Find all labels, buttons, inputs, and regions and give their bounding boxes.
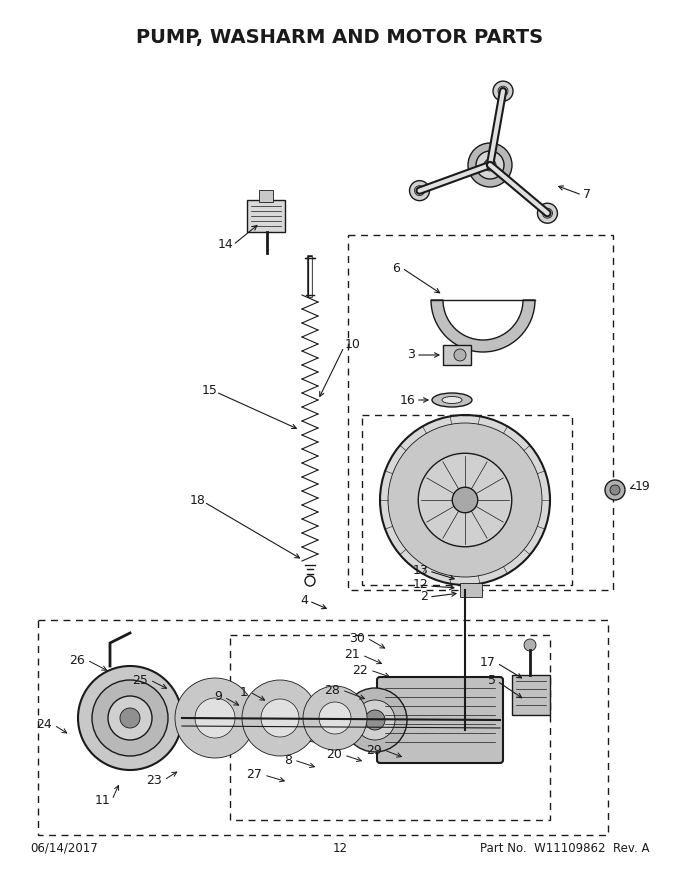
Text: 12: 12 — [412, 578, 428, 591]
Bar — [230, 635, 550, 820]
Text: 23: 23 — [146, 774, 162, 787]
Text: 29: 29 — [367, 744, 382, 757]
Text: 10: 10 — [345, 339, 361, 351]
Bar — [348, 235, 613, 590]
Wedge shape — [431, 300, 535, 352]
Circle shape — [195, 698, 235, 738]
Circle shape — [610, 485, 620, 495]
Circle shape — [388, 423, 542, 577]
Text: 5: 5 — [488, 673, 496, 686]
Text: 18: 18 — [190, 494, 206, 507]
Text: 26: 26 — [69, 654, 85, 666]
Circle shape — [261, 699, 299, 737]
Text: 11: 11 — [95, 794, 110, 806]
Text: 27: 27 — [246, 768, 262, 781]
Text: 16: 16 — [399, 393, 415, 407]
Circle shape — [380, 415, 550, 585]
Text: 14: 14 — [218, 238, 234, 252]
Circle shape — [303, 686, 367, 750]
Circle shape — [319, 702, 351, 734]
Text: 24: 24 — [36, 718, 52, 731]
FancyBboxPatch shape — [377, 677, 503, 763]
Circle shape — [418, 453, 512, 546]
Bar — [443, 345, 471, 365]
Bar — [512, 675, 550, 715]
Circle shape — [493, 81, 513, 101]
Circle shape — [315, 695, 365, 745]
Text: 06/14/2017: 06/14/2017 — [30, 841, 98, 854]
Text: 7: 7 — [583, 188, 591, 202]
Bar — [259, 190, 273, 202]
Circle shape — [468, 143, 512, 187]
Circle shape — [355, 700, 395, 740]
Bar — [247, 200, 285, 232]
Circle shape — [175, 678, 255, 758]
Circle shape — [484, 159, 496, 171]
Bar — [460, 583, 482, 597]
Text: 3: 3 — [407, 348, 415, 362]
Text: 9: 9 — [214, 691, 222, 703]
Text: 28: 28 — [324, 684, 340, 696]
Circle shape — [409, 180, 430, 201]
Text: 17: 17 — [480, 656, 496, 669]
Circle shape — [293, 698, 337, 742]
Text: 21: 21 — [344, 649, 360, 662]
Circle shape — [454, 349, 466, 361]
Circle shape — [242, 680, 318, 756]
Circle shape — [120, 708, 140, 728]
Text: 22: 22 — [352, 664, 368, 677]
Circle shape — [476, 151, 504, 179]
Circle shape — [343, 688, 407, 752]
Bar — [362, 415, 572, 585]
Text: Part No.  W11109862  Rev. A: Part No. W11109862 Rev. A — [481, 841, 650, 854]
Circle shape — [78, 666, 182, 770]
Text: 20: 20 — [326, 749, 342, 761]
Circle shape — [524, 639, 536, 651]
Circle shape — [605, 480, 625, 500]
Text: 25: 25 — [132, 673, 148, 686]
Text: 2: 2 — [420, 590, 428, 604]
Text: 8: 8 — [284, 753, 292, 766]
Text: 12: 12 — [333, 841, 347, 854]
Text: 30: 30 — [349, 632, 365, 644]
Circle shape — [537, 203, 558, 224]
Text: 15: 15 — [202, 384, 218, 397]
Ellipse shape — [432, 393, 472, 407]
Circle shape — [274, 702, 310, 738]
Text: PUMP, WASHARM AND MOTOR PARTS: PUMP, WASHARM AND MOTOR PARTS — [137, 28, 543, 48]
Bar — [38, 620, 608, 835]
Text: 1: 1 — [240, 686, 248, 699]
Text: 6: 6 — [392, 261, 400, 275]
Ellipse shape — [442, 397, 462, 404]
Circle shape — [452, 488, 478, 513]
Text: 13: 13 — [412, 563, 428, 576]
Circle shape — [92, 680, 168, 756]
Circle shape — [365, 710, 385, 730]
Text: 4: 4 — [300, 593, 308, 606]
Circle shape — [108, 696, 152, 740]
Text: 19: 19 — [635, 480, 651, 494]
